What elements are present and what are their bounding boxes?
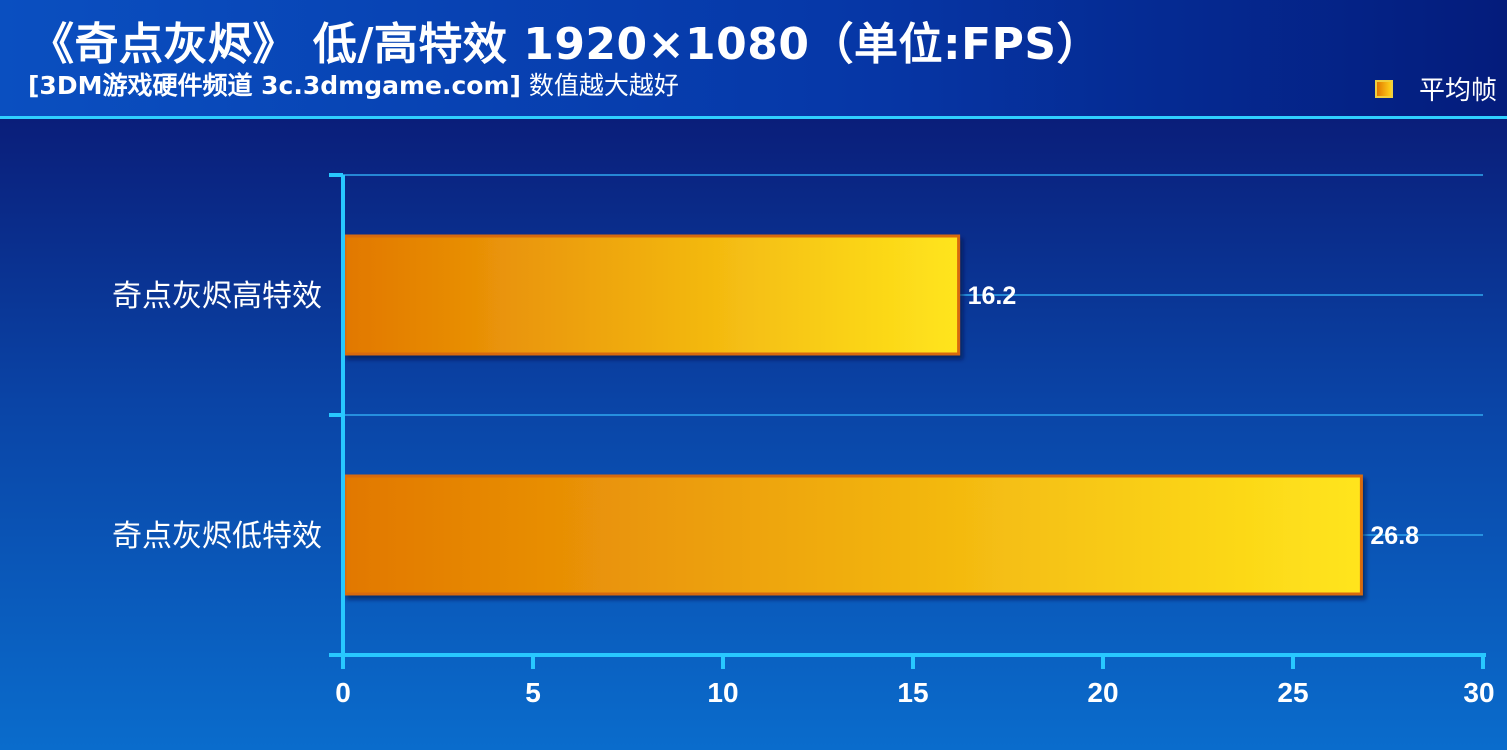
value-label-1: 16.2	[968, 282, 1017, 310]
x-tick-label-15: 15	[897, 677, 928, 708]
subtitle-source: [3DM游戏硬件频道 3c.3dmgame.com]	[28, 71, 521, 100]
bar-chart: 16.2 奇点灰烬高特效 26.8 奇点灰烬低特效 0 5 10 15 20 25 30	[112, 173, 1495, 708]
plot-area: 16.2 奇点灰烬高特效 26.8 奇点灰烬低特效 0 5 10 15 20 25 30	[0, 119, 1507, 750]
category-label-1: 奇点灰烬高特效	[112, 279, 322, 314]
chart-subtitle: [3DM游戏硬件频道 3c.3dmgame.com] 数值越大越好	[28, 66, 679, 102]
category-label-2: 奇点灰烬低特效	[112, 519, 322, 554]
legend-swatch	[1374, 79, 1393, 98]
labels: 16.2 奇点灰烬高特效 26.8 奇点灰烬低特效 0 5 10 15 20 25 30	[112, 279, 1495, 708]
x-tick-label-20: 20	[1087, 677, 1118, 708]
x-tick-label-5: 5	[525, 677, 541, 708]
x-tick-label-0: 0	[335, 677, 351, 708]
x-tick-label-30: 30	[1463, 677, 1494, 708]
bar-2	[343, 474, 1363, 596]
x-tick-label-25: 25	[1277, 677, 1308, 708]
legend-label: 平均帧	[1418, 76, 1497, 106]
subtitle-note: 数值越大越好	[520, 71, 679, 100]
axes	[329, 173, 1486, 669]
value-label-2: 26.8	[1370, 522, 1419, 550]
bar-1	[343, 234, 961, 356]
chart-header: 《奇点灰烬》 低/高特效 1920×1080（单位:FPS） [3DM游戏硬件频…	[0, 0, 1507, 119]
chart-title: 《奇点灰烬》 低/高特效 1920×1080（单位:FPS）	[30, 19, 1102, 70]
legend: 平均帧	[1374, 70, 1497, 107]
bars	[343, 234, 1363, 596]
x-tick-label-10: 10	[707, 677, 738, 708]
